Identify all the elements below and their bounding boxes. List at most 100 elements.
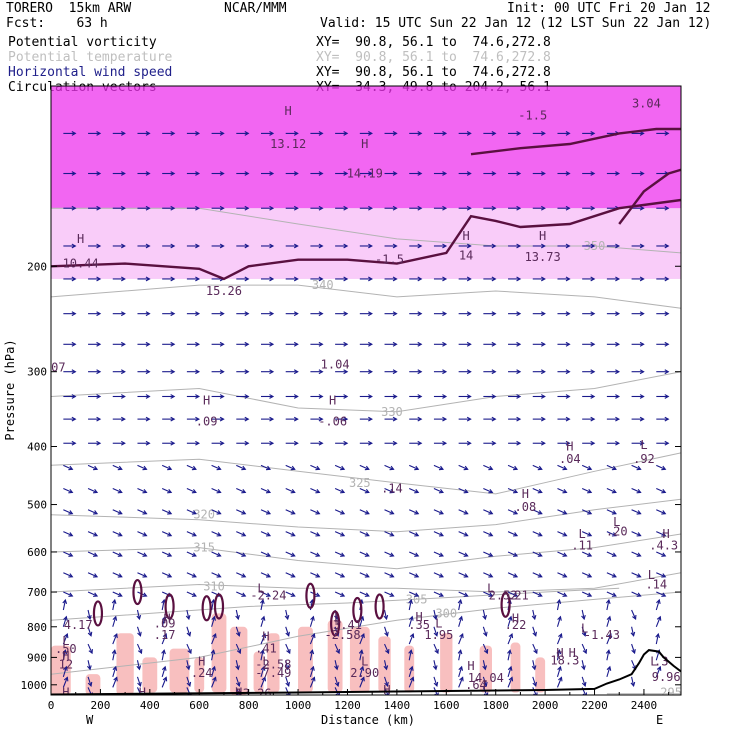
vector-138	[186, 609, 190, 620]
vector-65	[112, 591, 122, 597]
wind-shade-3	[142, 657, 158, 693]
vector-head-200	[269, 394, 275, 399]
vector-head-67	[112, 615, 118, 621]
wind-shade-4	[169, 648, 190, 693]
vector-head-250	[318, 440, 324, 446]
annotation-9: -1.5	[375, 253, 404, 267]
vector-head-212	[261, 632, 267, 639]
vector-head-547	[606, 615, 612, 621]
vector-503	[556, 677, 562, 688]
vector-head-167	[212, 676, 217, 682]
vector-head-338	[417, 205, 423, 211]
vector-head-429	[482, 665, 487, 671]
vector-275	[334, 464, 345, 470]
vector-head-38	[93, 532, 99, 537]
vector-head-109	[167, 510, 173, 515]
vector-head-291	[368, 243, 373, 249]
vector-head-187	[235, 631, 241, 637]
vector-448	[507, 572, 518, 578]
vector-head-174	[244, 341, 250, 347]
wind-shade-17	[510, 642, 521, 693]
vector-head-10	[71, 440, 77, 446]
vector-540	[606, 487, 617, 493]
vector-head-44	[88, 649, 93, 655]
vector-head-141	[185, 665, 191, 671]
vector-head-512	[590, 394, 596, 399]
vector-head-548	[607, 632, 612, 639]
vector-22	[62, 666, 67, 678]
vector-head-189	[235, 665, 240, 671]
wind-shade-7	[230, 626, 248, 695]
model-name: TORERO 15km ARW	[6, 1, 132, 16]
vector-502	[556, 666, 561, 678]
pv-blob-4	[305, 582, 316, 609]
vector-69	[112, 650, 116, 661]
vector-head-486	[565, 341, 571, 347]
theta-label-300: 300	[435, 606, 457, 620]
vector-419	[483, 464, 493, 470]
annotation-28: .20	[606, 525, 628, 539]
plot-frame	[50, 85, 682, 696]
vector-head-124	[195, 276, 201, 282]
vector-head-574	[664, 131, 670, 136]
vector-286	[334, 676, 339, 687]
vector-head-558	[639, 369, 645, 375]
vector-592	[655, 599, 660, 611]
vector-head-62	[117, 532, 123, 537]
vector-head-170	[244, 205, 250, 211]
theta-contour-330	[51, 371, 681, 413]
vector-head-247	[318, 369, 324, 375]
annotation-77: H	[383, 683, 390, 697]
vector-head-177	[244, 416, 250, 422]
vector-head-485	[565, 311, 571, 317]
vector-head-487	[565, 369, 571, 375]
vector-head-205	[265, 510, 272, 515]
vector-427	[482, 626, 487, 636]
vector-208	[260, 572, 271, 578]
pv-shade-band-0	[51, 86, 681, 209]
vector-350	[409, 531, 419, 537]
vector-head-51	[120, 243, 126, 249]
vector-head-127	[195, 369, 201, 375]
vector-515	[581, 464, 592, 470]
vector-head-213	[260, 649, 265, 655]
vector-449	[507, 591, 518, 597]
vector-469	[532, 509, 542, 515]
annotation-58: .41	[255, 642, 277, 656]
vector-head-340	[417, 276, 423, 282]
vector-head-517	[587, 510, 593, 515]
vector-head-376	[438, 573, 444, 578]
vector-head-524	[582, 649, 588, 655]
vector-head-7	[71, 369, 77, 375]
vector-head-249	[318, 416, 324, 422]
vector-head-565	[636, 532, 642, 537]
vector-230	[285, 531, 295, 537]
vector-head-58	[120, 440, 126, 446]
vector-183	[236, 551, 246, 557]
vector-20	[62, 633, 68, 645]
vector-403	[458, 616, 463, 627]
vector-542	[606, 531, 617, 537]
vector-head-190	[235, 681, 241, 687]
vector-head-175	[244, 369, 250, 375]
vector-head-133	[191, 510, 197, 515]
vector-399	[458, 551, 468, 557]
vector-590	[656, 572, 666, 578]
vector-head-234	[284, 614, 290, 621]
vector-head-402	[457, 598, 463, 604]
vector-181	[236, 509, 246, 515]
vector-324	[384, 487, 394, 493]
vector-head-412	[491, 276, 497, 282]
wind-shade-8	[253, 651, 264, 693]
vector-head-499	[557, 615, 562, 621]
vector-head-588	[661, 532, 667, 537]
vector-head-49	[120, 171, 126, 176]
vector-head-125	[195, 311, 201, 317]
vector-head-314	[392, 205, 398, 211]
annotation-76: .64	[465, 678, 487, 692]
vector-354	[408, 599, 412, 611]
vector-234	[285, 609, 289, 620]
annotation-17: .09	[196, 414, 218, 428]
vector-head-4	[71, 276, 77, 282]
